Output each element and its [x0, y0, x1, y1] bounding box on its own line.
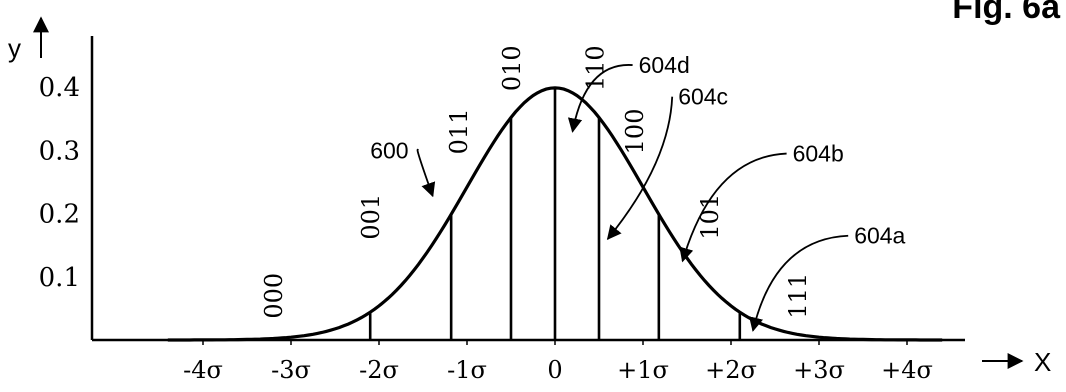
- y-tick-label-3: 0.4: [39, 73, 80, 103]
- x-tick-labels: -4σ -3σ -2σ -1σ 0 +1σ +2σ +3σ +4σ: [183, 340, 933, 384]
- annotation-arrow-604c: [606, 96, 674, 240]
- annotation-arrow-604a: [749, 234, 849, 332]
- quantization-boundaries: [368, 87, 742, 340]
- x-tick-label-4: 0: [547, 356, 562, 384]
- x-tick-label-5: +1σ: [617, 356, 669, 384]
- figure-label: Fig. 6a: [952, 0, 1061, 26]
- region-code-000: 000: [260, 273, 288, 319]
- annotation-arrow-600: [416, 148, 436, 198]
- x-tick-label-8: +4σ: [881, 356, 933, 384]
- x-axis-label: X: [1034, 347, 1051, 377]
- annotation-arrow-604d: [567, 64, 633, 133]
- x-tick-label-2: -2σ: [359, 356, 399, 384]
- annotation-604b: 604b: [793, 141, 844, 167]
- x-tick-label-3: -1σ: [447, 356, 487, 384]
- reference-annotations: 600 604d 604c 604b 604a: [370, 52, 906, 332]
- region-code-100: 100: [621, 109, 649, 155]
- x-tick-label-1: -3σ: [271, 356, 311, 384]
- region-code-110: 110: [581, 45, 609, 91]
- x-tick-label-0: -4σ: [183, 356, 223, 384]
- y-axis-label: y: [8, 33, 21, 63]
- y-tick-label-1: 0.2: [39, 200, 80, 230]
- y-tick-label-0: 0.1: [39, 263, 80, 293]
- annotation-604c: 604c: [678, 84, 728, 110]
- annotation-604a: 604a: [854, 223, 905, 249]
- x-tick-label-7: +3σ: [793, 356, 845, 384]
- x-tick-label-6: +2σ: [705, 356, 757, 384]
- annotation-arrow-604b: [679, 152, 787, 263]
- gaussian-curve: [167, 86, 943, 342]
- annotation-600: 600: [370, 137, 408, 163]
- region-code-001: 001: [357, 194, 385, 240]
- region-code-111: 111: [784, 273, 812, 319]
- annotation-604d: 604d: [639, 52, 690, 78]
- region-code-011: 011: [445, 109, 473, 155]
- y-tick-labels: 0.1 0.2 0.3 0.4: [39, 73, 80, 293]
- region-code-010: 010: [498, 45, 526, 91]
- y-tick-label-2: 0.3: [39, 136, 80, 166]
